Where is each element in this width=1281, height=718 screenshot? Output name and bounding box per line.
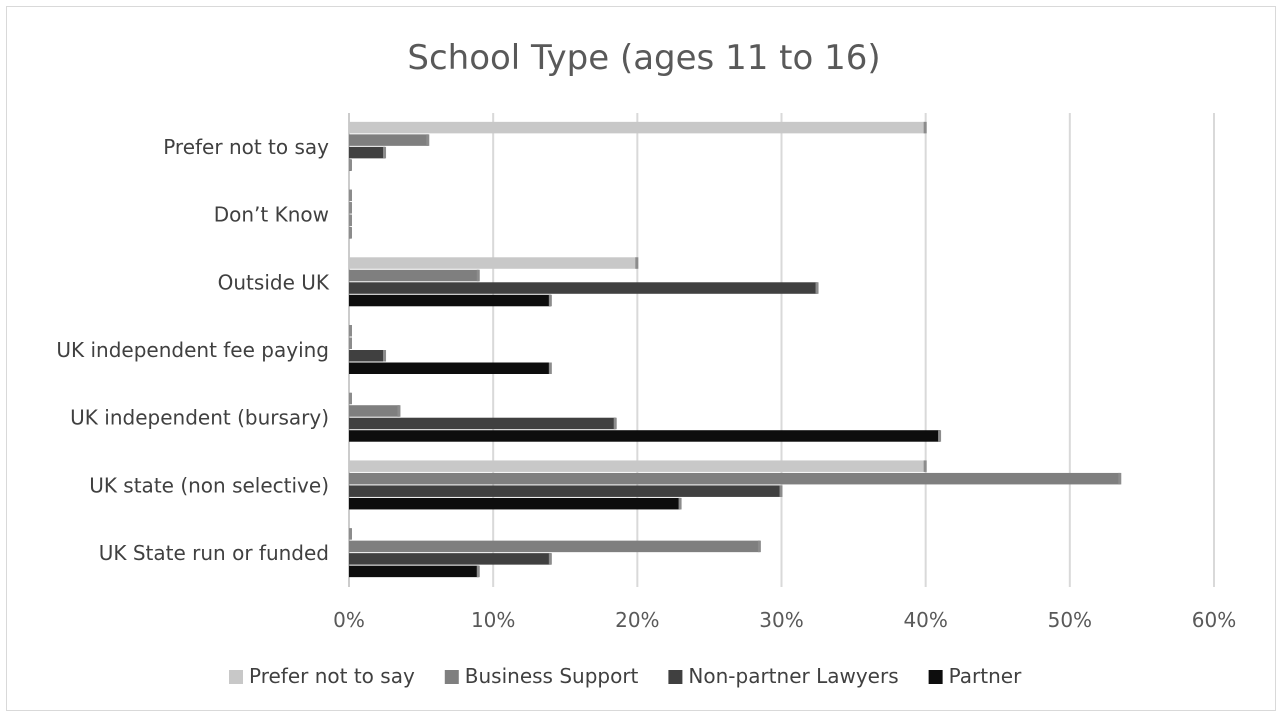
bar (349, 350, 386, 362)
bar-chart: School Type (ages 11 to 16) UK State run… (56, 38, 1236, 688)
bar (349, 282, 818, 294)
bar-edge (397, 405, 401, 417)
bar (349, 294, 551, 307)
bar-edge (613, 417, 617, 430)
bar (349, 134, 429, 146)
x-tick-label: 60% (1192, 608, 1236, 632)
bar (349, 485, 782, 497)
legend-swatch (668, 670, 683, 684)
category-label: UK independent fee paying (56, 338, 329, 362)
bar-edge (349, 392, 352, 405)
chart-title: School Type (ages 11 to 16) (407, 38, 880, 78)
bar-edge (349, 214, 352, 227)
category-label: Outside UK (218, 270, 330, 294)
legend-swatch (444, 670, 459, 684)
legend-item: Non-partner Lawyers (668, 664, 899, 688)
bar-edge (938, 430, 942, 442)
bar (349, 460, 926, 472)
bar (349, 417, 616, 430)
bar-edge (349, 528, 352, 540)
legend-swatch (229, 670, 243, 684)
bar-edge (779, 485, 783, 497)
bar-edge (476, 565, 480, 578)
x-tick-label: 40% (903, 608, 947, 632)
chart-frame: School Type (ages 11 to 16) UK State run… (6, 6, 1276, 711)
bar-edge (548, 553, 552, 565)
bar (349, 565, 479, 578)
category-label: UK State run or funded (99, 541, 329, 565)
bar (349, 472, 1121, 485)
bar (349, 497, 681, 510)
bar-edge (757, 540, 761, 553)
x-axis-ticks: 0% 10% 20% 30% 40% 50% 60% (333, 608, 1236, 632)
bar (349, 540, 760, 553)
bar-edge (349, 325, 352, 337)
legend-label: Partner (949, 664, 1022, 688)
x-tick-label: 30% (759, 608, 803, 632)
bar-edge (635, 257, 639, 269)
legend-item: Prefer not to say (229, 664, 415, 688)
x-tick-label: 50% (1048, 608, 1092, 632)
bar-edge (383, 350, 387, 362)
x-tick-label: 20% (615, 608, 659, 632)
bars (349, 121, 1122, 578)
bar-edge (923, 121, 927, 134)
bar-edge (476, 269, 480, 282)
gridlines (348, 113, 1215, 587)
category-label: Prefer not to say (163, 135, 329, 159)
category-label: UK independent (bursary) (70, 406, 329, 430)
category-label: UK state (non selective) (89, 473, 329, 497)
bar (349, 362, 551, 374)
category-labels: UK State run or funded UK state (non sele… (56, 135, 329, 565)
bar (349, 405, 400, 417)
bar-edge (1118, 472, 1122, 485)
bar-edge (349, 337, 352, 349)
legend-item: Business Support (444, 664, 639, 688)
legend-item: Partner (928, 664, 1022, 688)
x-tick-label: 10% (471, 608, 515, 632)
legend-label: Business Support (465, 664, 639, 688)
bar-edge (815, 282, 819, 294)
bar-edge (548, 294, 552, 307)
legend-label: Prefer not to say (249, 664, 415, 688)
bar-edge (678, 497, 682, 510)
bar-edge (923, 460, 927, 472)
bar (349, 121, 926, 134)
bar (349, 146, 386, 159)
legend: Prefer not to say Business Support Non-par… (229, 664, 1022, 688)
bar-edge (548, 362, 552, 374)
legend-label: Non-partner Lawyers (688, 664, 898, 688)
bar-edge (349, 189, 352, 202)
bar-edge (383, 146, 387, 159)
bar (349, 257, 638, 269)
bar (349, 553, 551, 565)
legend-swatch (928, 670, 943, 684)
x-tick-label: 0% (333, 608, 365, 632)
bar-edge (349, 159, 352, 171)
bar (349, 430, 941, 442)
bar-edge (426, 134, 430, 146)
bar-edge (349, 227, 352, 239)
bar-edge (349, 202, 352, 214)
category-label: Don’t Know (214, 203, 329, 227)
bar (349, 269, 479, 282)
